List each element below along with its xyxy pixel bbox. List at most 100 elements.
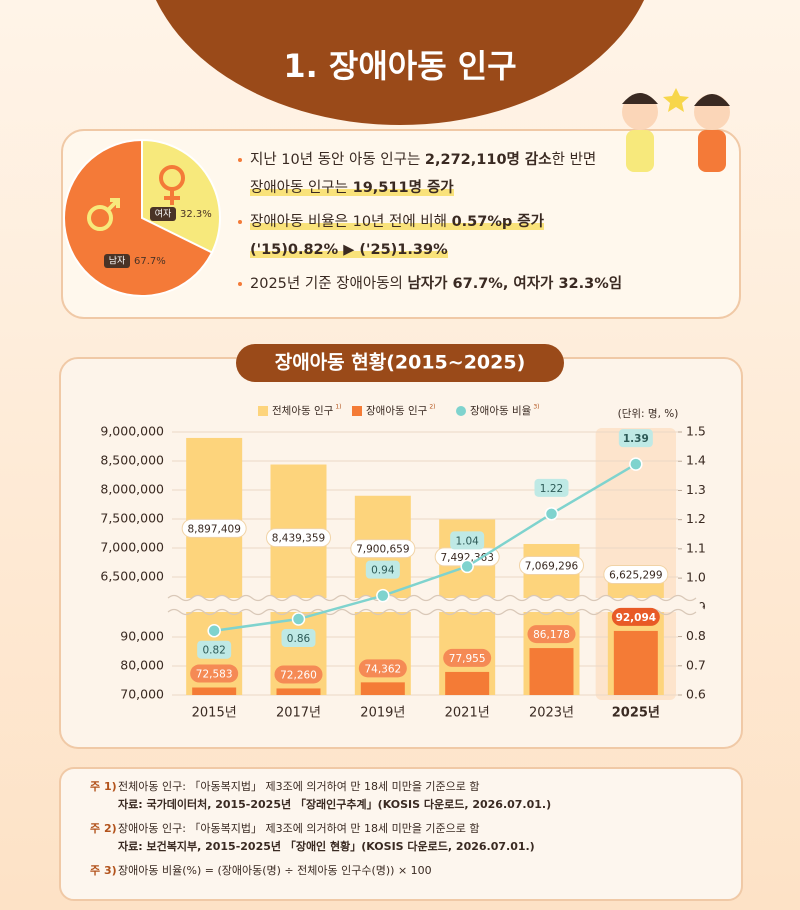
bullet-line: 장애아동 비율은 10년 전에 비해 0.57%p 증가 [236, 208, 716, 236]
y2-tick-label: 1.2 [686, 511, 706, 526]
pie-badge [104, 254, 130, 268]
note: 주 3)장애아동 비율(%) = (장애아동(명) ÷ 전체아동 인구수(명))… [90, 862, 730, 880]
bar [192, 687, 237, 695]
bar-value-label: 92,094 [616, 612, 657, 624]
note: 주 1)전체아동 인구: 「아동복지법」 제3조에 의거하여 만 18세 미만을… [90, 778, 730, 814]
bar-value-label: 8,897,409 [187, 523, 240, 535]
bar-value-label: 7,492,363 [440, 552, 493, 564]
bar-value-label: 72,260 [280, 669, 317, 681]
y2-tick-label: 1.1 [686, 540, 706, 555]
y2-tick-label: 1.5 [686, 424, 706, 439]
note-text: 장애아동 인구: 「아동복지법」 제3조에 의거하여 만 18세 미만을 기준으… [118, 822, 480, 835]
y2-tick-label: 1.4 [686, 453, 706, 468]
y-tick-label: 90,000 [120, 629, 164, 644]
bar-value-label: 8,439,359 [272, 533, 325, 545]
y2-tick-label: 1.3 [686, 482, 706, 497]
y2-tick-label: 0.8 [686, 628, 706, 643]
value-label-bg [350, 539, 416, 559]
y-tick-label: 70,000 [120, 687, 164, 702]
bar-value-label: 77,955 [449, 653, 486, 665]
ratio-label: 0.94 [371, 565, 395, 577]
legend-ref: 3) [533, 404, 539, 411]
chart-title: 장애아동 현황(2015~2025) [275, 351, 526, 374]
bar [276, 688, 321, 695]
bullet-text: 남자가 67.7%, 여자가 32.3%임 [407, 276, 623, 292]
bullet-text: 지난 10년 동안 아동 인구는 [250, 152, 425, 168]
note-row: 주 3)장애아동 비율(%) = (장애아동(명) ÷ 전체아동 인구수(명))… [90, 862, 730, 880]
value-label-bg [274, 665, 323, 684]
ratio-point [460, 559, 474, 574]
ratio-label: 1.39 [623, 433, 649, 445]
y-tick-label: 8,000,000 [100, 482, 164, 497]
bar [445, 671, 490, 695]
note-label: 주 2) [90, 822, 117, 835]
note-text: 전체아동 인구: 「아동복지법」 제3조에 의거하여 만 18세 미만을 기준으… [118, 780, 480, 793]
pie-category: 남자 [109, 256, 126, 267]
bar [360, 682, 405, 695]
x-tick-label: 2025년 [612, 706, 660, 721]
y2-tick-label: 0.7 [686, 657, 706, 672]
bullet-text: 한 반면 [551, 152, 597, 168]
page-title: 1. 장애아동 인구 [283, 47, 516, 85]
ratio-line [213, 463, 637, 632]
bar-value-label: 7,069,296 [525, 560, 579, 572]
ratio-point [207, 623, 221, 638]
bullet-line: ('15)0.82% ▶ ('25)1.39% [236, 236, 716, 264]
bullet-text: 2,272,110명 감소 [424, 152, 552, 168]
y-tick-label: 80,000 [120, 658, 164, 673]
male-symbol [106, 198, 120, 212]
ratio-label: 0.86 [287, 633, 311, 645]
note-row: 주 1)전체아동 인구: 「아동복지법」 제3조에 의거하여 만 18세 미만을… [90, 778, 730, 796]
note-label: 주 1) [90, 780, 117, 793]
pie-value-label: 32.3% [180, 209, 212, 220]
bar-value-label: 74,362 [364, 663, 401, 675]
bullet-line: 장애아동 인구는 19,511명 증가 [236, 174, 716, 202]
bullet-dot [238, 220, 242, 224]
note-label: 주 3) [90, 864, 117, 877]
female-symbol [164, 189, 180, 205]
title-backdrop [156, 0, 644, 125]
value-label-bg [519, 555, 584, 575]
y-tick-label: 7,000,000 [100, 540, 164, 555]
bullet-text: 장애아동 비율은 10년 전에 비해 [250, 214, 452, 230]
bar-value-label: 7,900,659 [356, 544, 409, 556]
legend-label: 장애아동 비율 [470, 405, 532, 417]
axis-break [168, 598, 682, 612]
ratio-label: 1.04 [455, 535, 479, 547]
value-label-bg [266, 528, 331, 548]
note-row: 주 2)장애아동 인구: 「아동복지법」 제3조에 의거하여 만 18세 미만을… [90, 820, 730, 838]
bar [529, 648, 574, 695]
ratio-label-bg [197, 640, 232, 659]
value-label-bg [443, 648, 492, 667]
y-tick-label: 8,500,000 [100, 453, 164, 468]
note: 주 2)장애아동 인구: 「아동복지법」 제3조에 의거하여 만 18세 미만을… [90, 820, 730, 856]
bullet-dot [238, 282, 242, 286]
bullet: 장애아동 비율은 10년 전에 비해 0.57%p 증가 ('15)0.82% ▶… [236, 208, 716, 264]
chart-title-pill [236, 344, 564, 382]
bar [613, 630, 658, 695]
legend-swatch [352, 406, 362, 416]
bullet-text: 장애아동 인구는 [250, 180, 353, 196]
ratio-point [291, 612, 306, 626]
bullet-dot [238, 158, 242, 162]
ratio-point [629, 457, 643, 471]
value-label-bg [181, 518, 247, 538]
value-label-bg [603, 564, 669, 584]
bar [270, 464, 327, 695]
y-tick-label: 9,000,000 [100, 424, 164, 439]
bullet-line: 2025년 기준 장애아동의 남자가 67.7%, 여자가 32.3%임 [236, 270, 716, 298]
pie-slice [141, 138, 221, 254]
ratio-label-bg [618, 429, 653, 448]
ratio-label-bg [365, 560, 400, 579]
bar-value-label: 72,583 [196, 669, 233, 681]
pie-badge [150, 207, 176, 221]
male-symbol [87, 205, 113, 231]
bullet-text: 2025년 기준 장애아동의 [250, 276, 408, 292]
x-tick-label: 2023년 [529, 706, 574, 721]
x-tick-label: 2017년 [276, 706, 321, 721]
value-label-bg [527, 625, 576, 644]
pie-slice [63, 138, 214, 297]
axis-break-line [167, 608, 697, 616]
